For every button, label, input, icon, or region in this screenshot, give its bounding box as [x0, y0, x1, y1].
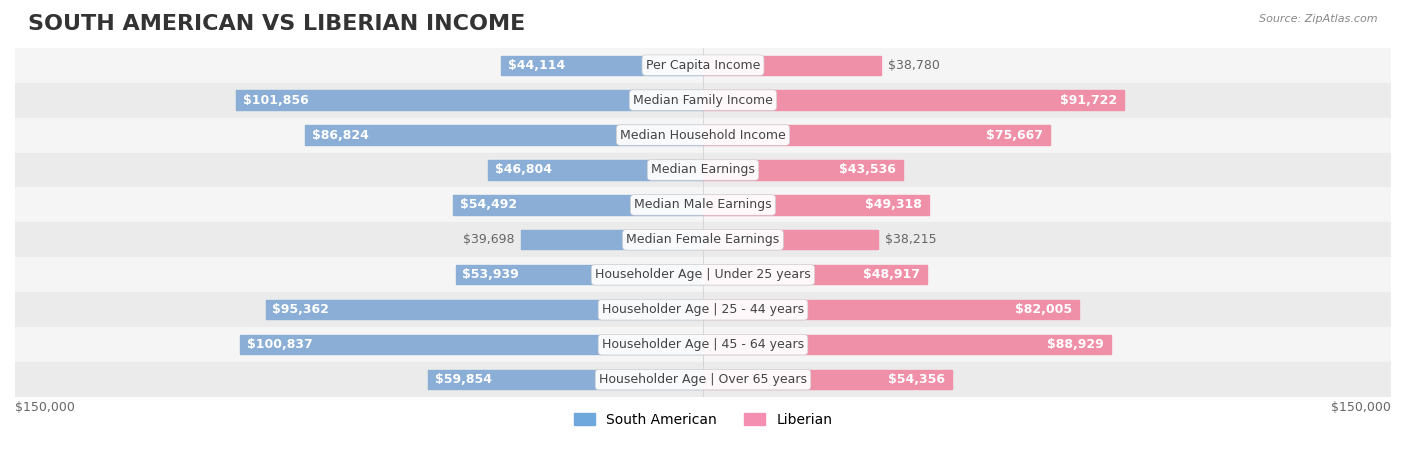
Legend: South American, Liberian: South American, Liberian: [568, 407, 838, 432]
Bar: [15, 327, 1391, 362]
Text: $150,000: $150,000: [15, 401, 75, 414]
Text: Householder Age | 25 - 44 years: Householder Age | 25 - 44 years: [602, 303, 804, 316]
Text: $49,318: $49,318: [866, 198, 922, 212]
Text: $75,667: $75,667: [986, 128, 1043, 142]
Bar: [501, 56, 703, 75]
Bar: [703, 56, 882, 75]
Bar: [703, 195, 929, 214]
Bar: [520, 230, 703, 249]
Bar: [703, 126, 1050, 145]
Text: $88,929: $88,929: [1047, 338, 1104, 351]
Text: Householder Age | Under 25 years: Householder Age | Under 25 years: [595, 269, 811, 281]
Bar: [15, 118, 1391, 153]
Bar: [703, 160, 903, 180]
Text: $48,917: $48,917: [863, 269, 921, 281]
Bar: [15, 187, 1391, 222]
Text: $95,362: $95,362: [273, 303, 329, 316]
Text: $39,698: $39,698: [463, 234, 515, 247]
Text: Median Household Income: Median Household Income: [620, 128, 786, 142]
Text: $82,005: $82,005: [1015, 303, 1073, 316]
Text: Householder Age | Over 65 years: Householder Age | Over 65 years: [599, 373, 807, 386]
Bar: [305, 126, 703, 145]
Text: $59,854: $59,854: [436, 373, 492, 386]
Text: $101,856: $101,856: [243, 93, 308, 106]
Bar: [15, 257, 1391, 292]
Bar: [703, 265, 928, 284]
Bar: [15, 292, 1391, 327]
Text: Median Female Earnings: Median Female Earnings: [627, 234, 779, 247]
Text: $100,837: $100,837: [247, 338, 314, 351]
Bar: [703, 300, 1080, 319]
Bar: [703, 370, 952, 389]
Text: $54,356: $54,356: [889, 373, 945, 386]
Bar: [453, 195, 703, 214]
Bar: [15, 48, 1391, 83]
Text: $86,824: $86,824: [312, 128, 368, 142]
Text: $38,780: $38,780: [887, 59, 939, 71]
Text: Median Earnings: Median Earnings: [651, 163, 755, 177]
Bar: [240, 335, 703, 354]
Bar: [456, 265, 703, 284]
Text: Householder Age | 45 - 64 years: Householder Age | 45 - 64 years: [602, 338, 804, 351]
Text: Median Male Earnings: Median Male Earnings: [634, 198, 772, 212]
Bar: [703, 335, 1111, 354]
Text: $53,939: $53,939: [463, 269, 519, 281]
Bar: [15, 362, 1391, 397]
Text: $38,215: $38,215: [886, 234, 936, 247]
Bar: [15, 222, 1391, 257]
Text: Source: ZipAtlas.com: Source: ZipAtlas.com: [1260, 14, 1378, 24]
Bar: [429, 370, 703, 389]
Bar: [15, 153, 1391, 187]
Text: $43,536: $43,536: [839, 163, 896, 177]
Bar: [236, 91, 703, 110]
Bar: [703, 230, 879, 249]
Text: $44,114: $44,114: [508, 59, 565, 71]
Bar: [703, 91, 1123, 110]
Text: Per Capita Income: Per Capita Income: [645, 59, 761, 71]
Text: SOUTH AMERICAN VS LIBERIAN INCOME: SOUTH AMERICAN VS LIBERIAN INCOME: [28, 14, 526, 34]
Text: $46,804: $46,804: [495, 163, 553, 177]
Text: $91,722: $91,722: [1060, 93, 1116, 106]
Bar: [15, 83, 1391, 118]
Bar: [488, 160, 703, 180]
Text: Median Family Income: Median Family Income: [633, 93, 773, 106]
Bar: [266, 300, 703, 319]
Text: $150,000: $150,000: [1331, 401, 1391, 414]
Text: $54,492: $54,492: [460, 198, 517, 212]
